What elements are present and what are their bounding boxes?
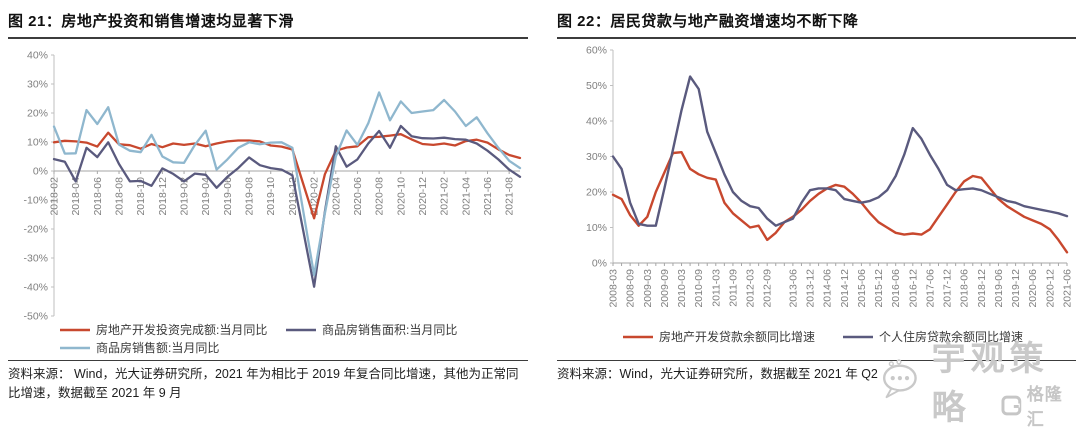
legend-label-0: 房地产开发贷款余额同比增速 — [659, 329, 815, 344]
y-tick-label: -20% — [23, 224, 48, 236]
figure-22-title: 图 22：居民贷款与地产融资增速均不断下降 — [557, 13, 859, 30]
x-tick-label: 2018-06 — [92, 177, 104, 216]
x-tick-label: 2021-02 — [439, 177, 451, 216]
x-tick-label: 2011-09 — [727, 269, 739, 307]
x-tick-label: 2018-10 — [135, 177, 147, 216]
x-tick-label: 2020-06 — [352, 177, 364, 216]
y-tick-label: 30% — [27, 79, 48, 91]
y-tick-label: 10% — [586, 222, 607, 234]
y-tick-label: -50% — [23, 311, 48, 323]
x-tick-label: 2015-12 — [873, 269, 885, 308]
figure-21-line-chart: 40% 30% 20% 10% 0% -10% -20% -30% -40% -50% 2018-0… — [23, 50, 522, 355]
x-tick-label: 2010-09 — [693, 269, 705, 308]
figure-21-title-rule — [8, 37, 528, 39]
x-tick-label: 2020-12 — [417, 177, 429, 216]
y-tick-label: -40% — [23, 282, 48, 294]
y-tick-label: 30% — [586, 151, 607, 163]
figure-21-title: 图 21：房地产投资和销售增速均显著下滑 — [8, 13, 294, 30]
x-tick-label: 2013-12 — [805, 269, 817, 308]
x-tick-label: 2009-03 — [642, 269, 654, 308]
x-tick-label: 2017-06 — [924, 269, 936, 308]
x-tick-label: 2020-06 — [1027, 269, 1039, 308]
x-tick-label: 2010-03 — [676, 269, 688, 308]
y-tick-label: -30% — [23, 253, 48, 265]
x-tick-label: 2020-12 — [1044, 269, 1056, 308]
y-tick-label: 20% — [27, 108, 48, 120]
y-tick-label: 0% — [592, 258, 607, 270]
x-tick-label: 2021-08 — [504, 177, 516, 216]
y-tick-label: 60% — [586, 45, 607, 57]
x-tick-label: 2020-04 — [330, 177, 342, 216]
x-tick-label: 2019-10 — [265, 177, 277, 216]
y-tick-label: 40% — [27, 50, 48, 62]
x-tick-label: 2012-03 — [745, 269, 757, 308]
figure-21-panel: 图 21：房地产投资和销售增速均显著下滑 40% 30% 20% 10% 0% -10% -… — [8, 5, 528, 403]
x-tick-label: 2009-09 — [659, 269, 671, 308]
x-tick-label: 2012-09 — [762, 269, 774, 308]
figure-22-panel: 图 22：居民贷款与地产融资增速均不断下降 60% 50% 40% 30% 20% 10%… — [557, 5, 1076, 403]
x-tick-label: 2018-06 — [959, 269, 971, 308]
y-tick-label: 10% — [27, 137, 48, 149]
series-line-1 — [611, 75, 1069, 227]
figure-21-source: 资料来源： Wind，光大证券研究所，2021 年为相比于 2019 年复合同比… — [8, 367, 519, 400]
x-tick-label: 2013-06 — [787, 269, 799, 308]
figure-22-source-rule — [557, 360, 1076, 361]
x-tick-label: 2016-06 — [890, 269, 902, 308]
legend-label-1: 个人住房贷款余额同比增速 — [879, 329, 1023, 344]
x-tick-label: 2020-10 — [395, 177, 407, 216]
y-tick-label: 40% — [586, 116, 607, 128]
y-tick-label: 50% — [586, 80, 607, 92]
legend-label-1: 商品房销售面积:当月同比 — [322, 322, 457, 337]
x-tick-label: 2008-09 — [625, 269, 637, 308]
x-tick-label: 2016-12 — [907, 269, 919, 308]
x-tick-label: 2019-08 — [244, 177, 256, 216]
legend-label-2: 商品房销售额:当月同比 — [96, 340, 219, 355]
series-line-1 — [52, 124, 522, 288]
x-tick-label: 2019-06 — [222, 177, 234, 216]
series-line-0 — [52, 131, 522, 220]
figure-22-source: 资料来源：Wind，光大证券研究所，数据截至 2021 年 Q2 — [557, 367, 878, 381]
x-tick-label: 2021-06 — [1062, 269, 1074, 308]
x-tick-label: 2018-08 — [114, 177, 126, 216]
x-tick-label: 2018-02 — [49, 177, 61, 216]
x-tick-label: 2015-06 — [856, 269, 868, 308]
x-tick-label: 2021-06 — [482, 177, 494, 216]
figure-22-line-chart: 60% 50% 40% 30% 20% 10% 0%2008-03 2008-09 2009-0… — [586, 45, 1074, 345]
x-tick-label: 2020-08 — [374, 177, 386, 216]
x-tick-label: 2018-12 — [157, 177, 169, 216]
x-tick-label: 2018-04 — [70, 177, 82, 216]
y-tick-label: 0% — [33, 166, 48, 178]
figure-22-title-rule — [557, 37, 1076, 39]
report-figures-row: 图 21：房地产投资和销售增速均显著下滑 40% 30% 20% 10% 0% -10% -… — [8, 5, 1076, 403]
x-tick-label: 2014-06 — [822, 269, 834, 308]
x-tick-label: 2019-12 — [287, 177, 299, 216]
x-tick-label: 2011-03 — [710, 269, 722, 307]
x-tick-label: 2008-03 — [608, 269, 620, 308]
x-tick-label: 2019-04 — [200, 177, 212, 216]
x-tick-label: 2019-06 — [993, 269, 1005, 308]
legend-label-0: 房地产开发投资完成额:当月同比 — [96, 322, 267, 337]
x-tick-label: 2019-02 — [179, 177, 191, 216]
y-tick-label: 20% — [586, 187, 607, 199]
y-tick-label: -10% — [23, 195, 48, 207]
series-line-2 — [52, 91, 522, 277]
x-tick-label: 2017-12 — [942, 269, 954, 308]
x-tick-label: 2014-12 — [839, 269, 851, 308]
x-tick-label: 2018-12 — [976, 269, 988, 308]
figure-21-source-rule — [8, 360, 528, 361]
series-line-0 — [611, 150, 1069, 254]
x-tick-label: 2019-12 — [1010, 269, 1022, 308]
x-tick-label: 2021-04 — [460, 177, 472, 216]
